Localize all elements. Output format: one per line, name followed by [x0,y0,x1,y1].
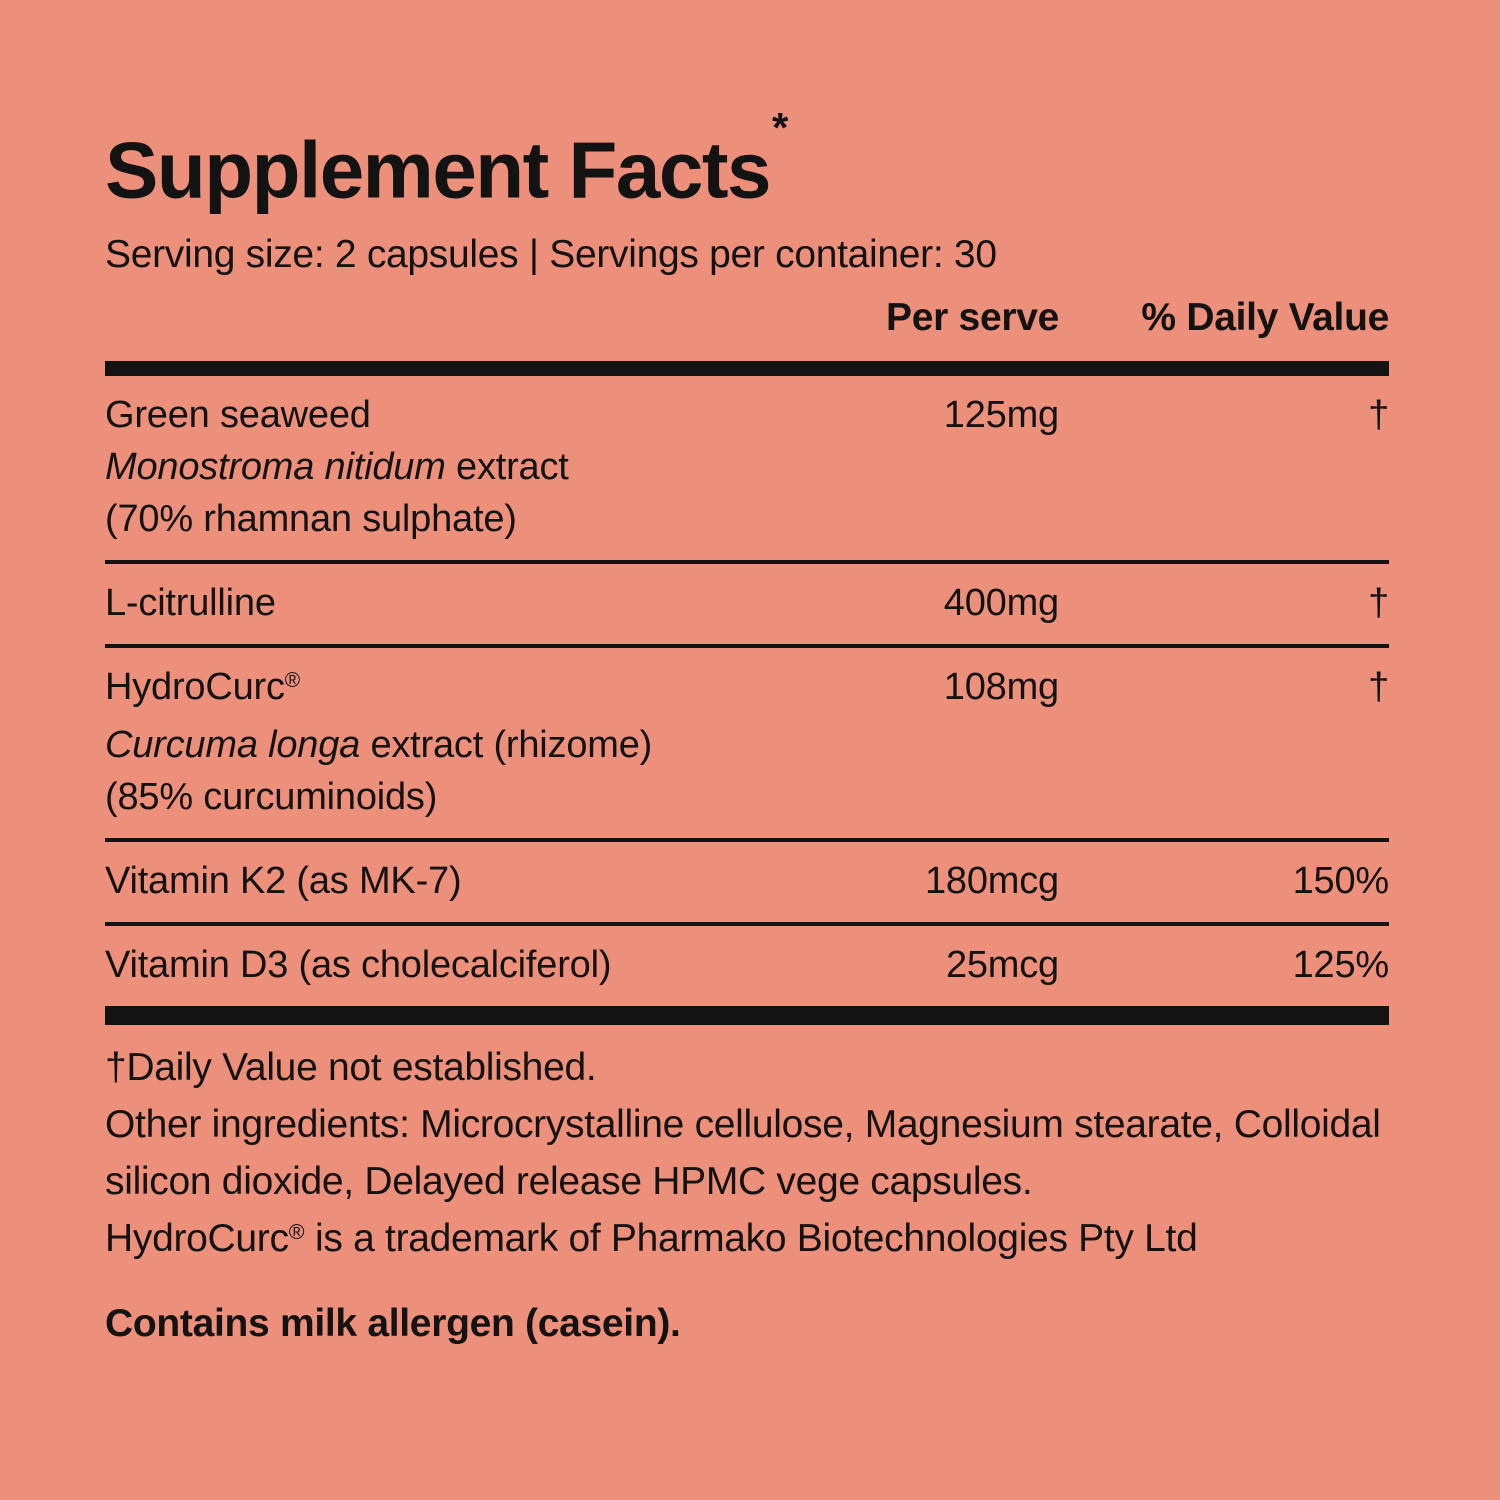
table-row-vitamin-k2: Vitamin K2 (as MK-7) 180mcg 150% [105,842,1389,922]
supplement-facts-label: Supplement Facts* Serving size: 2 capsul… [105,104,1389,1352]
daily-value-footnote: †Daily Value not established. [105,1045,597,1089]
col-header-per-serve: Per serve [886,295,1059,339]
ingredient-daily-value: † [1368,393,1389,436]
ingredient-daily-value: † [1368,665,1389,708]
ingredient-amount: 25mcg [945,943,1059,986]
subline-text: extract [445,445,569,488]
title-asterisk: * [772,104,788,151]
ingredient-amount: 400mg [943,581,1059,624]
table-row-vitamin-d3: Vitamin D3 (as cholecalciferol) 25mcg 12… [105,926,1389,1006]
table-row-hydrocurc: HydroCurc® 108mg † Curcuma longa extract… [105,648,1389,838]
allergen-warning: Contains milk allergen (casein). [105,1301,681,1345]
ingredient-daily-value: † [1368,581,1389,624]
registered-trademark-symbol: ® [288,1219,305,1244]
serving-info: Serving size: 2 capsules | Servings per … [105,232,997,276]
divider-thin [105,921,1389,926]
divider-thin [105,837,1389,842]
ingredient-amount: 108mg [943,665,1059,708]
botanical-name: Curcuma longa [105,723,361,766]
footnotes: †Daily Value not established. Other ingr… [105,1039,1389,1352]
divider-thick-bottom [105,1005,1389,1025]
ingredient-standardization: (70% rhamnan sulphate) [105,497,517,540]
botanical-name: Monostroma nitidum [105,445,446,488]
trademark-name: HydroCurc [105,1216,289,1260]
ingredient-name: Vitamin K2 (as MK-7) [105,859,462,902]
ingredient-subline: Curcuma longa extract (rhizome) [105,719,1389,771]
ingredient-name: Green seaweed [105,393,371,436]
ingredient-daily-value: 150% [1292,859,1390,902]
other-ingredients-note: Other ingredients: Microcrystalline cell… [105,1102,1381,1203]
trademark-note: HydroCurc® is a trademark of Pharmako Bi… [105,1210,1389,1273]
col-header-daily-value: % Daily Value [1141,295,1389,339]
divider-thick-top [105,360,1389,376]
ingredient-name: L-citrulline [105,581,276,624]
trademark-text: is a trademark of Pharmako Biotechnologi… [304,1216,1198,1260]
ingredient-subline: Monostroma nitidum extract [105,441,1389,493]
subline-text: extract (rhizome) [360,723,653,766]
ingredient-amount: 180mcg [925,859,1059,902]
table-row-green-seaweed: Green seaweed 125mg † Monostroma nitidum… [105,376,1389,560]
page-title: Supplement Facts* [105,104,1389,215]
ingredient-name-text: HydroCurc [105,665,285,708]
table-row-l-citrulline: L-citrulline 400mg † [105,564,1389,644]
registered-trademark-symbol: ® [284,669,301,693]
title-text: Supplement Facts [105,125,772,215]
table-column-headers: Per serve % Daily Value [105,295,1389,341]
ingredient-standardization: (85% curcuminoids) [105,775,438,818]
ingredient-name: HydroCurc® [105,661,726,719]
ingredient-daily-value: 125% [1292,943,1390,986]
divider-thin [105,643,1389,648]
divider-thin [105,559,1389,564]
ingredient-amount: 125mg [943,393,1059,436]
ingredient-name: Vitamin D3 (as cholecalciferol) [105,943,612,986]
